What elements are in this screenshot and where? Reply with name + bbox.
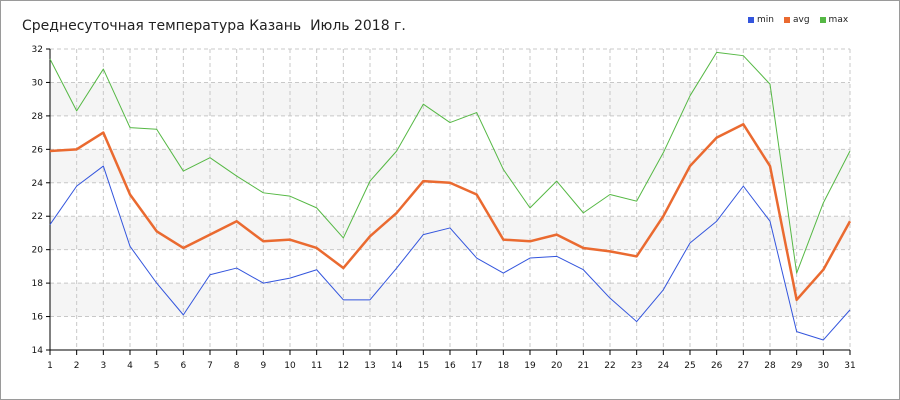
x-tick-label: 23 bbox=[631, 361, 642, 371]
x-tick-label: 13 bbox=[364, 361, 375, 371]
legend-swatch-max bbox=[819, 17, 826, 23]
x-tick-label: 9 bbox=[260, 361, 266, 371]
x-tick-label: 22 bbox=[604, 361, 615, 371]
x-tick-label: 8 bbox=[234, 361, 240, 371]
legend-item-avg: avg bbox=[783, 15, 810, 25]
x-tick-label: 29 bbox=[791, 361, 803, 371]
y-tick-label: 32 bbox=[32, 45, 43, 55]
series-line-max bbox=[49, 51, 851, 274]
legend-label-avg: avg bbox=[792, 15, 810, 25]
x-tick-label: 5 bbox=[154, 361, 160, 371]
y-tick-label: 24 bbox=[32, 179, 44, 189]
legend-label-min: min bbox=[757, 15, 774, 25]
x-tick-label: 18 bbox=[498, 361, 510, 371]
x-tick-label: 26 bbox=[711, 361, 723, 371]
chart-title: Среднесуточная температура Казань Июль 2… bbox=[22, 18, 406, 34]
x-tick-label: 11 bbox=[311, 361, 322, 371]
x-tick-label: 6 bbox=[180, 361, 186, 371]
x-tick-label: 31 bbox=[844, 361, 855, 371]
x-tick-label: 4 bbox=[127, 361, 133, 371]
legend-swatch-min bbox=[748, 17, 754, 23]
legend-swatch-avg bbox=[783, 17, 790, 23]
x-tick-label: 21 bbox=[578, 361, 589, 371]
x-tick-label: 24 bbox=[658, 361, 670, 371]
x-tick-label: 19 bbox=[524, 361, 536, 371]
legend: min avg max bbox=[748, 15, 848, 25]
y-tick-label: 28 bbox=[32, 112, 44, 122]
y-tick-label: 16 bbox=[32, 313, 44, 323]
x-tick-label: 10 bbox=[284, 361, 296, 371]
series-line-avg bbox=[49, 123, 852, 302]
legend-label-max: max bbox=[828, 15, 849, 25]
y-tick-label: 26 bbox=[32, 145, 44, 155]
x-tick-label: 2 bbox=[74, 361, 80, 371]
x-tick-label: 7 bbox=[207, 361, 213, 371]
legend-item-max: max bbox=[819, 15, 849, 25]
y-tick-label: 14 bbox=[32, 346, 44, 356]
x-tick-label: 1 bbox=[47, 361, 53, 371]
series-line-min bbox=[49, 165, 851, 341]
x-tick-label: 3 bbox=[100, 361, 106, 371]
legend-item-min: min bbox=[748, 15, 774, 25]
y-tick-label: 18 bbox=[32, 279, 44, 289]
x-tick-label: 16 bbox=[444, 361, 456, 371]
y-tick-label: 20 bbox=[32, 246, 44, 256]
x-tick-label: 30 bbox=[818, 361, 830, 371]
x-tick-label: 28 bbox=[764, 361, 776, 371]
x-tick-label: 25 bbox=[684, 361, 695, 371]
x-tick-label: 20 bbox=[551, 361, 563, 371]
y-tick-label: 22 bbox=[32, 212, 43, 222]
x-tick-label: 15 bbox=[418, 361, 429, 371]
x-tick-label: 27 bbox=[738, 361, 749, 371]
x-tick-label: 12 bbox=[338, 361, 349, 371]
x-tick-label: 17 bbox=[471, 361, 482, 371]
x-tick-label: 14 bbox=[391, 361, 403, 371]
y-tick-label: 30 bbox=[32, 78, 44, 88]
